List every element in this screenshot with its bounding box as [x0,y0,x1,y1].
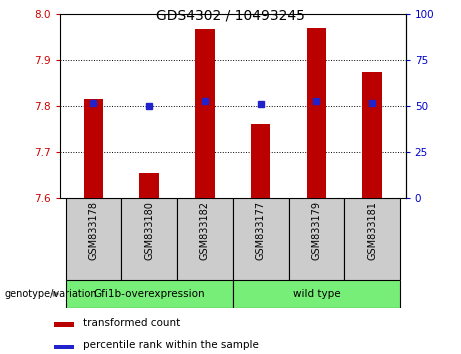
Text: percentile rank within the sample: percentile rank within the sample [83,340,259,350]
Text: GDS4302 / 10493245: GDS4302 / 10493245 [156,9,305,23]
Text: genotype/variation: genotype/variation [5,289,97,299]
Bar [233,198,289,280]
Bar [65,280,233,308]
Bar [177,198,233,280]
Bar [251,124,271,198]
Text: GSM833177: GSM833177 [256,201,266,260]
Bar [121,198,177,280]
Bar [307,28,326,198]
Bar [65,198,121,280]
Text: Gfi1b-overexpression: Gfi1b-overexpression [93,289,205,299]
Bar [344,198,400,280]
Bar [362,72,382,198]
Text: GSM833179: GSM833179 [312,201,321,260]
Text: wild type: wild type [293,289,340,299]
Bar [233,280,400,308]
Text: GSM833181: GSM833181 [367,201,377,259]
Text: GSM833182: GSM833182 [200,201,210,260]
Text: GSM833180: GSM833180 [144,201,154,259]
Bar [54,344,74,349]
Bar [54,322,74,327]
Bar [139,173,159,198]
Text: transformed count: transformed count [83,318,180,328]
Bar [289,198,344,280]
Text: GSM833178: GSM833178 [89,201,98,260]
Bar [83,99,103,198]
Bar [195,29,215,198]
